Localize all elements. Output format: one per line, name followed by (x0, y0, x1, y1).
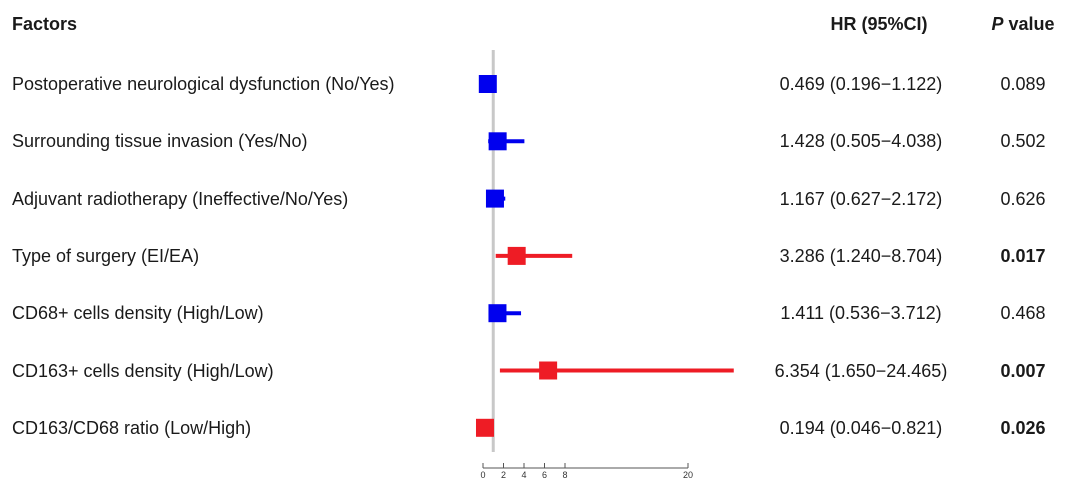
p-value: 0.026 (1000, 417, 1046, 438)
hr-ci-value: 1.428 (0.505−4.038) (779, 131, 943, 152)
p-value: 0.468 (1000, 303, 1046, 324)
hr-point (488, 132, 507, 151)
factor-label: Adjuvant radiotherapy (Ineffective/No/Ye… (12, 188, 349, 209)
table-row: CD163+ cells density (High/Low) 6.354 (1.… (0, 357, 1066, 387)
table-row: Surrounding tissue invasion (Yes/No) 1.42… (0, 127, 1066, 157)
table-row: Postoperative neurological dysfunction (… (0, 70, 1066, 100)
p-value: 0.017 (1000, 245, 1046, 266)
hr-ci-value: 6.354 (1.650−24.465) (774, 360, 948, 381)
table-row: CD68+ cells density (High/Low) 1.411 (0.5… (0, 299, 1066, 329)
x-tick-label: 2 (501, 470, 506, 478)
hr-point (539, 361, 558, 380)
p-value: 0.502 (1000, 131, 1046, 152)
hr-point (475, 418, 494, 437)
header-hr: HR (95%CI) (830, 14, 928, 34)
p-value: 0.626 (1000, 188, 1046, 209)
factor-label: CD163+ cells density (High/Low) (12, 360, 274, 381)
factor-label: Postoperative neurological dysfunction (… (12, 74, 395, 94)
x-tick-label: 0 (480, 470, 485, 478)
hr-point (488, 304, 507, 323)
factor-label: Surrounding tissue invasion (Yes/No) (12, 131, 308, 152)
x-tick-label: 20 (683, 470, 693, 478)
x-tick-label: 8 (562, 470, 567, 478)
hr-ci-value: 1.411 (0.536−3.712) (780, 303, 942, 324)
x-tick-label: 4 (521, 470, 526, 478)
header-factors: Factors (12, 14, 78, 34)
table-row: Adjuvant radiotherapy (Ineffective/No/Ye… (0, 185, 1066, 215)
x-tick-label: 6 (542, 470, 547, 478)
header-p-value: P value (980, 14, 1066, 35)
hr-point (485, 189, 504, 208)
hr-point (507, 246, 526, 265)
p-value: 0.007 (1000, 360, 1046, 381)
table-row: CD163/CD68 ratio (Low/High) 0.194 (0.046−… (0, 414, 1066, 444)
header-p-letter: P (991, 14, 1004, 34)
p-value: 0.089 (1000, 74, 1046, 94)
factor-label: CD163/CD68 ratio (Low/High) (12, 417, 252, 438)
factor-label: Type of surgery (EI/EA) (12, 245, 200, 266)
table-row: Type of surgery (EI/EA) 3.286 (1.240−8.70… (0, 242, 1066, 272)
hr-ci-value: 1.167 (0.627−2.172) (779, 188, 943, 209)
factor-label: CD68+ cells density (High/Low) (12, 303, 264, 324)
hr-ci-value: 0.469 (0.196−1.122) (779, 74, 943, 94)
header-p-suffix: value (1003, 14, 1055, 34)
hr-ci-value: 0.194 (0.046−0.821) (779, 417, 943, 438)
hr-ci-value: 3.286 (1.240−8.704) (779, 245, 943, 266)
hr-point (478, 75, 497, 93)
